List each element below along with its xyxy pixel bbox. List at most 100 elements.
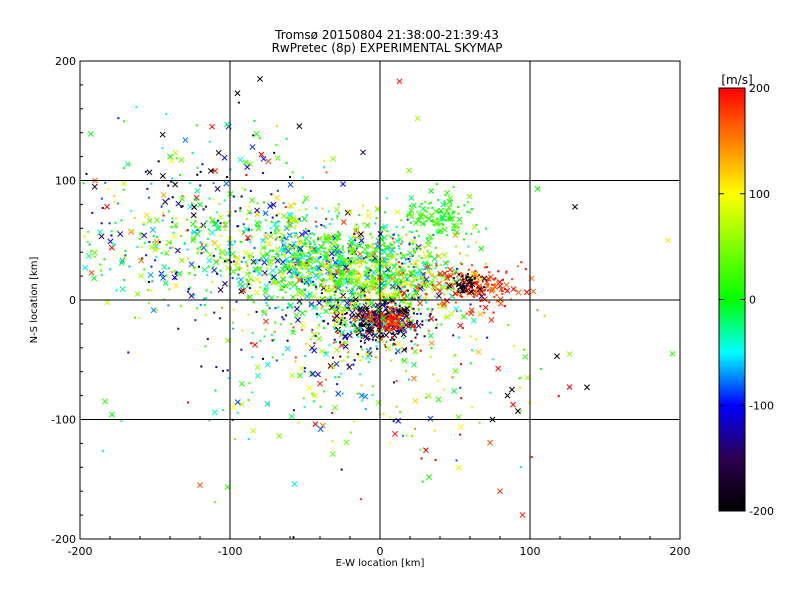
scatter-point-dot xyxy=(156,235,159,238)
scatter-point-dot xyxy=(369,233,372,236)
scatter-point-dot xyxy=(312,239,315,242)
scatter-point-dot xyxy=(270,193,273,196)
scatter-point-x xyxy=(283,225,290,232)
scatter-point-dot xyxy=(186,218,189,221)
scatter-point-dot xyxy=(414,336,417,339)
scatter-point-dot xyxy=(330,218,333,221)
scatter-point-x xyxy=(290,214,297,221)
scatter-point-dot xyxy=(377,266,380,269)
scatter-point-x xyxy=(394,348,401,354)
scatter-point-dot xyxy=(349,272,352,275)
scatter-point-dot xyxy=(360,335,363,338)
scatter-point-dot xyxy=(334,290,337,293)
scatter-point-dot xyxy=(347,257,350,260)
scatter-point-dot xyxy=(285,314,288,317)
scatter-point-dot xyxy=(364,408,367,411)
scatter-point-dot xyxy=(308,256,311,259)
x-axis-label: E-W location [km] xyxy=(336,558,425,569)
scatter-point-dot xyxy=(287,226,290,229)
scatter-point-dot xyxy=(250,228,253,231)
scatter-point-dot xyxy=(378,296,381,299)
scatter-point-dot xyxy=(342,359,345,362)
scatter-point-dot xyxy=(317,251,320,254)
scatter-point-dot xyxy=(359,296,362,299)
scatter-point-dot xyxy=(334,254,337,257)
scatter-point-dot xyxy=(485,266,488,269)
scatter-point-dot xyxy=(419,349,422,352)
scatter-point-dot xyxy=(122,278,125,281)
scatter-point-dot xyxy=(308,251,311,254)
scatter-point-x xyxy=(265,240,272,247)
scatter-point-dot xyxy=(287,217,290,220)
scatter-point-x xyxy=(290,240,297,247)
scatter-point-dot xyxy=(333,273,336,276)
scatter-point-dot xyxy=(240,348,243,351)
scatter-point-dot xyxy=(371,275,374,278)
scatter-point-x xyxy=(91,249,98,256)
scatter-point-x xyxy=(352,281,359,288)
scatter-point-x xyxy=(450,222,457,229)
scatter-point-x xyxy=(97,229,103,235)
scatter-point-dot xyxy=(275,359,278,362)
scatter-point-dot xyxy=(102,449,105,452)
scatter-point-dot xyxy=(284,250,287,253)
scatter-point-dot xyxy=(161,147,164,150)
scatter-point-dot xyxy=(100,197,103,200)
scatter-point-dot xyxy=(398,316,401,319)
scatter-point-dot xyxy=(196,247,199,250)
scatter-point-dot xyxy=(345,277,348,280)
scatter-point-dot xyxy=(304,243,307,246)
scatter-point-dot xyxy=(260,257,263,260)
scatter-point-dot xyxy=(410,434,413,437)
scatter-point-dot xyxy=(497,270,500,273)
scatter-point-x xyxy=(264,361,271,368)
scatter-point-dot xyxy=(289,248,292,251)
scatter-point-x xyxy=(247,252,254,259)
scatter-point-dot xyxy=(418,254,421,257)
scatter-point-dot xyxy=(380,312,383,315)
scatter-point-dot xyxy=(357,266,360,269)
scatter-point-dot xyxy=(451,270,454,273)
scatter-point-dot xyxy=(408,378,411,381)
scatter-point-dot xyxy=(484,288,487,291)
scatter-point-dot xyxy=(302,281,305,284)
scatter-point-dot xyxy=(140,234,143,237)
scatter-point-dot xyxy=(222,409,225,412)
scatter-point-dot xyxy=(271,356,274,359)
scatter-point-dot xyxy=(496,280,499,283)
scatter-point-dot xyxy=(205,250,208,253)
scatter-point-dot xyxy=(309,345,312,348)
scatter-point-x xyxy=(510,401,517,408)
scatter-point-dot xyxy=(425,296,428,299)
scatter-point-dot xyxy=(399,266,402,269)
scatter-point-dot xyxy=(282,296,285,299)
scatter-point-x xyxy=(172,181,179,188)
scatter-point-dot xyxy=(167,197,170,200)
scatter-point-dot xyxy=(334,376,337,379)
scatter-point-dot xyxy=(444,299,447,302)
scatter-point-dot xyxy=(152,234,155,237)
scatter-point-dot xyxy=(157,160,160,163)
scatter-point-dot xyxy=(492,311,495,314)
scatter-point-dot xyxy=(161,211,164,214)
scatter-point-dot xyxy=(332,237,335,240)
scatter-point-dot xyxy=(398,329,401,332)
scatter-point-x xyxy=(292,218,299,225)
scatter-point-dot xyxy=(215,211,218,214)
scatter-point-x xyxy=(148,244,155,251)
scatter-point-dot xyxy=(396,330,399,333)
scatter-point-dot xyxy=(346,356,349,359)
scatter-point-dot xyxy=(401,434,404,437)
scatter-point-dot xyxy=(412,272,415,275)
scatter-point-dot xyxy=(219,274,222,277)
scatter-point-dot xyxy=(414,265,417,268)
scatter-point-x xyxy=(414,284,421,291)
scatter-point-x xyxy=(425,238,432,245)
scatter-point-dot xyxy=(466,254,469,257)
scatter-point-dot xyxy=(365,307,368,310)
scatter-point-dot xyxy=(405,278,408,281)
scatter-point-dot xyxy=(402,327,405,330)
scatter-point-dot xyxy=(409,328,412,331)
scatter-point-x xyxy=(342,319,348,326)
scatter-point-x xyxy=(214,185,221,192)
